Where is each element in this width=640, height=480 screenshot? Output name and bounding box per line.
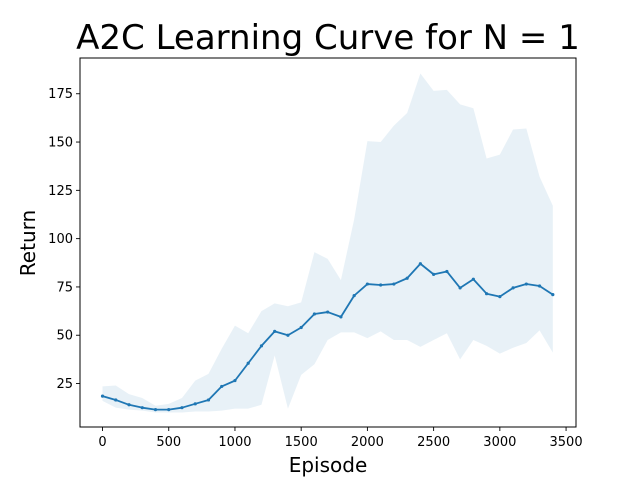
data-point	[432, 272, 436, 276]
plot-frame	[79, 57, 577, 428]
data-point	[273, 329, 277, 333]
data-point	[405, 276, 409, 280]
data-point	[339, 315, 343, 319]
data-point	[458, 286, 462, 290]
data-point	[498, 294, 502, 299]
y-tick-label: 125	[48, 184, 73, 199]
data-point	[299, 325, 303, 330]
x-axis-title: Episode	[289, 453, 368, 477]
x-tick-label: 1000	[218, 435, 251, 450]
data-point	[485, 292, 489, 296]
data-point	[418, 262, 422, 266]
data-point	[193, 402, 197, 406]
data-point	[140, 406, 144, 410]
x-tick-label: 1500	[285, 435, 318, 450]
data-point	[220, 384, 224, 389]
x-tick-label: 3500	[550, 435, 583, 450]
x-tick-label: 2500	[417, 435, 450, 450]
std-band-0	[102, 73, 553, 413]
x-tick-label: 3000	[483, 435, 516, 450]
data-point	[100, 394, 105, 398]
x-tick-label: 2000	[351, 435, 384, 450]
data-point	[537, 284, 542, 288]
data-point	[365, 282, 369, 286]
y-tick-label: 150	[48, 136, 73, 151]
data-point	[352, 294, 356, 298]
y-tick-label: 100	[48, 232, 73, 247]
x-tick-label: 500	[156, 435, 181, 450]
data-point	[471, 277, 475, 281]
y-tick-label: 175	[48, 87, 73, 102]
y-axis-title: Return	[16, 210, 40, 276]
plot-area	[100, 73, 555, 413]
data-point	[326, 310, 330, 314]
y-tick-label: 50	[56, 329, 73, 344]
data-point	[180, 406, 184, 410]
data-point	[445, 269, 449, 274]
data-point	[259, 344, 264, 348]
data-point	[206, 398, 211, 402]
data-point	[286, 333, 290, 337]
x-axis: 0 500 1000 1500 2000 2500 3000 3500	[98, 427, 583, 450]
x-tick-label: 0	[98, 435, 106, 450]
y-axis: 25 50 75 100 125 150 175	[48, 87, 80, 392]
data-point	[511, 286, 515, 290]
chart-title: A2C Learning Curve for N = 1	[76, 18, 580, 58]
y-tick-label: 25	[56, 377, 73, 392]
data-point	[312, 312, 317, 316]
data-point	[392, 282, 396, 286]
data-point	[379, 283, 383, 287]
data-point	[153, 408, 158, 412]
data-point	[167, 408, 171, 412]
data-point	[246, 361, 250, 365]
data-point	[233, 379, 237, 383]
y-tick-label: 75	[56, 280, 73, 295]
data-point	[524, 282, 528, 286]
data-point	[551, 293, 555, 297]
data-point	[114, 398, 118, 402]
data-point	[127, 403, 131, 407]
